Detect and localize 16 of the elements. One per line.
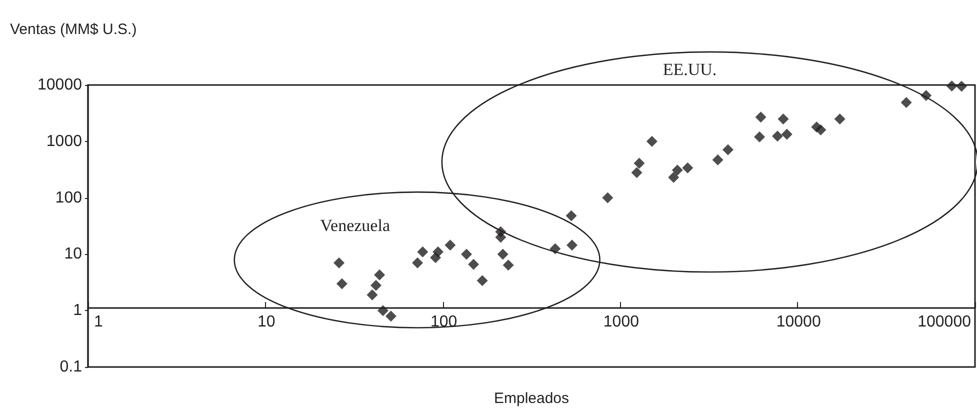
annotation: Venezuela [320, 216, 390, 235]
y-tick-label: 1000 [46, 132, 82, 150]
y-axis-title: Ventas (MM$ U.S.) [10, 21, 137, 38]
x-tick-label: 100000 [918, 314, 972, 330]
y-tick-label: 100 [55, 189, 82, 206]
x-tick-label: 100 [430, 314, 458, 330]
x-tick-label: 1 [94, 314, 103, 330]
text: EE.UU. [662, 60, 717, 79]
y-tick-label: 10000 [38, 76, 82, 94]
y-tick-label: 1 [73, 302, 82, 320]
x-axis-title: Empleados [494, 390, 570, 407]
x-tick-label: 1000 [603, 314, 640, 330]
y-tick-label: 0.1 [60, 358, 82, 376]
y-tick-label: 10 [64, 246, 82, 263]
x-tick-label: 10000 [776, 314, 821, 330]
x-tick-label: 10 [258, 314, 276, 330]
